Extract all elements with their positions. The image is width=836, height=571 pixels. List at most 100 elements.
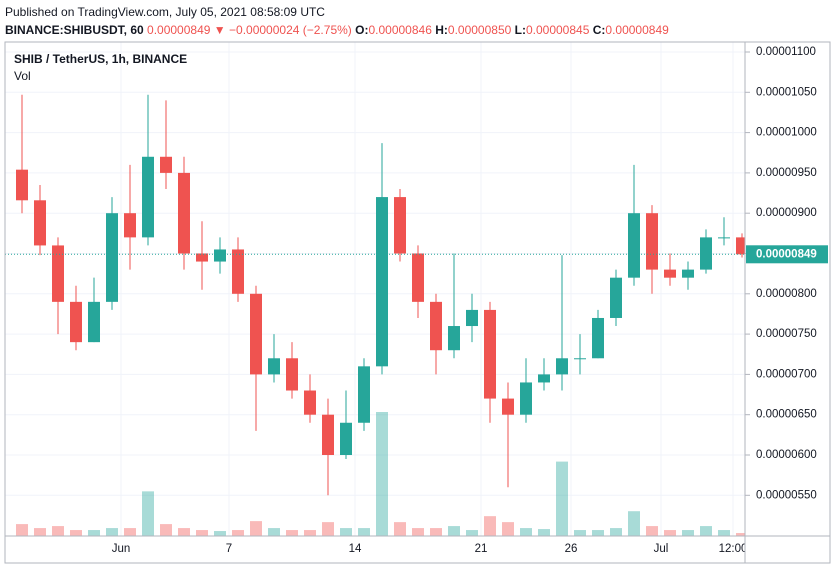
candle-body xyxy=(142,156,154,238)
volume-bar xyxy=(340,528,352,536)
volume-bar xyxy=(574,530,586,536)
h-value: 0.00000850 xyxy=(447,23,512,37)
published: Published on TradingView.com, July 05, 2… xyxy=(5,5,325,19)
y-tick-label: 0.00001050 xyxy=(756,86,817,98)
candle-body xyxy=(628,213,640,278)
volume-bar xyxy=(196,530,208,536)
candle-body xyxy=(556,358,568,375)
candle-body xyxy=(304,390,316,415)
candle-body xyxy=(340,422,352,455)
last-price-box xyxy=(746,245,828,264)
o-label: O: xyxy=(355,23,369,37)
candle-body xyxy=(106,213,118,302)
last-price-label: 0.00000849 xyxy=(756,248,817,260)
volume-bar xyxy=(250,521,262,536)
l-value: 0.00000845 xyxy=(525,23,590,37)
candle-body xyxy=(412,253,424,302)
x-tick-label: 12:00 xyxy=(719,543,748,555)
candle-body xyxy=(358,366,370,423)
x-tick-label: 7 xyxy=(226,543,232,555)
frame xyxy=(4,41,831,564)
volume-bar xyxy=(394,522,406,536)
candle-body xyxy=(250,293,262,375)
volume-bar xyxy=(214,531,226,536)
candle-body xyxy=(736,237,745,255)
candle-body xyxy=(268,358,280,375)
volume-bar xyxy=(322,522,334,536)
x-tick-label: 21 xyxy=(475,543,488,555)
candle-body xyxy=(682,269,694,278)
candle-body xyxy=(214,249,226,262)
candle-body xyxy=(34,200,46,246)
chart-title: SHIB / TetherUS, 1h, BINANCE xyxy=(14,52,187,66)
y-tick-label: 0.00000550 xyxy=(756,489,817,501)
candle-body xyxy=(286,358,298,391)
symbol-line: BINANCE:SHIBUSDT, 60 0.00000849 ▼ −0.000… xyxy=(5,23,669,37)
volume-bar xyxy=(682,530,694,536)
h-label: H: xyxy=(435,23,448,37)
candle-body xyxy=(574,358,586,360)
volume-bar xyxy=(592,530,604,536)
symbol: BINANCE:SHIBUSDT, 60 xyxy=(5,23,144,37)
candle-body xyxy=(196,253,208,262)
volume-bar xyxy=(538,529,550,536)
candle-body xyxy=(52,245,64,302)
y-tick-label: 0.00000900 xyxy=(756,207,817,219)
y-tick-label: 0.00000800 xyxy=(756,288,817,300)
candle-body xyxy=(322,414,334,455)
volume-bar xyxy=(70,530,82,536)
candle-body xyxy=(178,172,190,254)
candle-body xyxy=(610,277,622,318)
volume-bar xyxy=(556,461,568,536)
candle-body xyxy=(88,301,100,343)
c-label: C: xyxy=(592,23,606,37)
volume-bar xyxy=(124,528,136,536)
candle-body xyxy=(70,301,82,343)
candle-body xyxy=(718,237,730,239)
candle-body xyxy=(502,398,514,415)
volume-bar xyxy=(232,530,244,536)
volume-bar xyxy=(178,528,190,536)
volume-bar xyxy=(448,526,460,536)
candle-body xyxy=(664,269,676,278)
volume-bar xyxy=(52,526,64,536)
price-axis-bg xyxy=(745,42,830,563)
volume-bar xyxy=(628,511,640,536)
volume-bar xyxy=(430,528,442,536)
volume-bar xyxy=(16,524,28,536)
volume-bar xyxy=(610,528,622,536)
volume-bar xyxy=(106,528,118,536)
volume-bar xyxy=(718,530,730,536)
volume-bar xyxy=(34,528,46,536)
candle-body xyxy=(232,249,244,294)
arrow: ▼ xyxy=(213,23,226,37)
y-tick-label: 0.00000950 xyxy=(756,167,817,179)
volume-bar xyxy=(466,530,478,536)
volume-bar xyxy=(520,528,532,536)
candle-body xyxy=(538,374,550,383)
volume-bar xyxy=(88,530,100,536)
candle-body xyxy=(700,237,712,270)
x-tick-label: Jun xyxy=(112,543,131,555)
c-value: 0.00000849 xyxy=(605,23,669,37)
price: 0.00000849 xyxy=(147,23,211,37)
y-axis: 0.00000550 0.00000600 0.00000650 0.00000700… xyxy=(745,46,828,501)
volume-bar xyxy=(268,528,280,536)
candle-body xyxy=(592,317,604,359)
volume-label: Vol xyxy=(14,69,31,83)
volume-bar xyxy=(376,412,388,536)
candle-body xyxy=(16,169,28,201)
candle-body xyxy=(430,301,442,351)
volume-bar xyxy=(142,491,154,536)
volume-bar xyxy=(160,524,172,536)
x-tick-label: Jul xyxy=(654,543,669,555)
plot xyxy=(5,94,745,536)
volume-bar xyxy=(502,522,514,536)
volume-bar xyxy=(358,528,370,536)
candle-body xyxy=(394,197,406,254)
candle-body xyxy=(484,309,496,399)
x-tick-label: 14 xyxy=(349,543,362,555)
y-tick-label: 0.00000650 xyxy=(756,409,817,421)
volume-bar xyxy=(412,528,424,536)
